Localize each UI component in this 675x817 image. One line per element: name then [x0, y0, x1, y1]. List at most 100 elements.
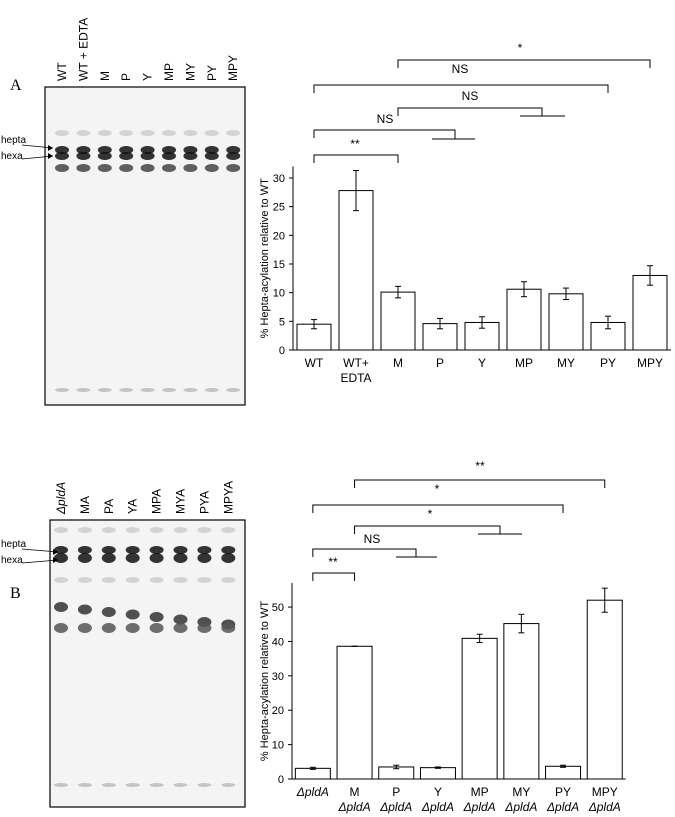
x-tick-label: PY ΔpldA [546, 785, 579, 814]
gel-band [221, 577, 236, 583]
gel-band [101, 783, 116, 787]
lane-label: P [119, 73, 133, 81]
gel-band [55, 388, 69, 392]
gel-band [197, 623, 212, 633]
x-tick-label-line: MPY [637, 356, 663, 370]
x-tick-label: PY [600, 356, 616, 370]
error-bar [605, 315, 611, 330]
gel-band [54, 783, 68, 787]
y-tick-label: 10 [272, 740, 284, 752]
gel-band [149, 527, 164, 533]
x-tick-label: MPY ΔpldA [588, 785, 621, 814]
gel-band [55, 152, 69, 160]
gel-band [197, 527, 212, 533]
significance-bracket [397, 107, 565, 117]
bar [419, 767, 456, 780]
error-bar [434, 766, 441, 769]
error-bar [476, 633, 483, 643]
y-tick-label: 10 [273, 288, 285, 300]
x-tick-label: ΔpldA [296, 785, 329, 799]
gel-band [197, 546, 212, 554]
panel-label: B [10, 585, 21, 602]
band-arrow [21, 548, 59, 553]
gel-band [183, 164, 198, 172]
significance-label: ** [475, 459, 485, 473]
gel-band [77, 623, 92, 633]
lane-label: PY [205, 65, 219, 81]
lane-label: MPA [150, 489, 164, 514]
gel-band [173, 614, 188, 625]
gel-band [226, 130, 241, 136]
gel-band [97, 152, 112, 160]
gel-band [221, 623, 236, 633]
x-tick-label-line: MP [515, 356, 533, 370]
y-tick-label: 20 [272, 705, 284, 717]
x-tick-label-line: P [392, 785, 400, 799]
gel-band [140, 152, 155, 160]
gel-band [77, 546, 92, 554]
significance-label: NS [462, 89, 479, 103]
significance-label: * [518, 41, 523, 55]
y-tick-label: 30 [272, 671, 284, 683]
gel-band [76, 152, 91, 160]
x-tick-label: MPY [637, 356, 663, 370]
gel-band [140, 388, 155, 392]
band-label: hexa [1, 555, 23, 566]
gel-band [119, 388, 134, 392]
x-tick-label-line: WT+ [343, 356, 369, 370]
gel-band [101, 553, 116, 563]
gel-band [162, 152, 176, 160]
gel [49, 519, 246, 808]
band-label: hepta [1, 135, 26, 146]
x-tick-label-line: ΔpldA [338, 800, 371, 814]
gel-band [140, 146, 155, 154]
gel-band [173, 623, 188, 633]
gel-band [140, 130, 155, 136]
gel-band [204, 130, 219, 136]
significance-bracket [354, 479, 606, 488]
gel-band [173, 577, 188, 583]
gel-band [183, 152, 198, 160]
gel-band [77, 527, 92, 533]
band-arrow [21, 559, 59, 564]
gel-band [97, 146, 112, 154]
gel-band [140, 164, 155, 172]
gel-band [76, 146, 91, 154]
gel-band [204, 152, 219, 160]
x-tick-label: M ΔpldA [338, 785, 371, 814]
bar [548, 293, 584, 351]
x-tick-label-line: P [436, 356, 444, 370]
gel-band [149, 546, 164, 554]
x-tick-label-line: ΔpldA [463, 800, 496, 814]
error-bar [395, 285, 401, 299]
gel-band [125, 609, 140, 620]
gel-band [197, 553, 212, 563]
error-bar [521, 281, 527, 298]
gel-band [97, 388, 112, 392]
x-tick-label-line: ΔpldA [296, 785, 329, 799]
lane-label: MP [162, 63, 176, 81]
x-tick-label: P ΔpldA [379, 785, 412, 814]
error-bar [560, 764, 567, 768]
gel-band [149, 612, 164, 622]
significance-label: NS [452, 62, 469, 76]
lane-label: PA [102, 499, 116, 514]
gel-band [77, 577, 92, 583]
gel-band [173, 553, 188, 563]
gel-band [149, 577, 164, 583]
error-bar [437, 317, 443, 330]
error-bar [311, 319, 317, 330]
error-bar [563, 287, 569, 301]
gel-band [221, 527, 236, 533]
bar [294, 767, 331, 780]
error-bar [518, 613, 525, 634]
gel-band [197, 783, 212, 787]
gel-band [54, 623, 68, 633]
gel-band [119, 164, 134, 172]
gel-band [101, 546, 116, 554]
gel-band [221, 783, 236, 787]
significance-label: NS [364, 532, 381, 546]
error-bar [393, 764, 400, 770]
y-tick-label: 25 [273, 202, 285, 214]
